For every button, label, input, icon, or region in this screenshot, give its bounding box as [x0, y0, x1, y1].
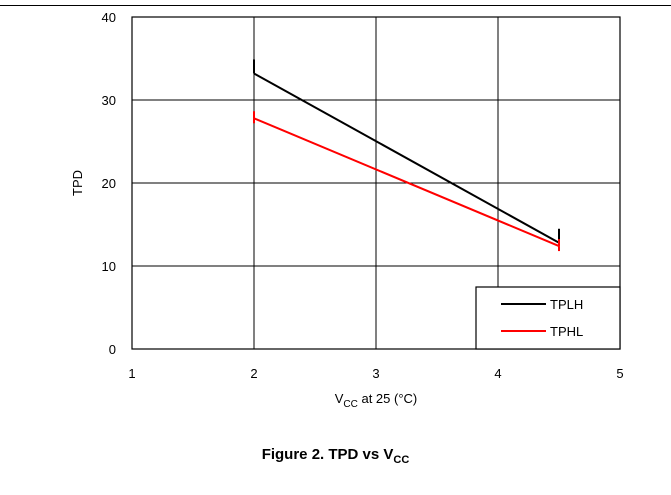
y-tick-label-0: 0	[109, 342, 116, 357]
x-tick-labels: 1 2 3 4 5	[128, 366, 623, 381]
series-group	[253, 59, 560, 252]
figure-caption: Figure 2. TPD vs VCC	[0, 446, 671, 466]
legend: TPLH TPHL	[475, 286, 621, 350]
y-tick-label-3: 30	[102, 93, 116, 108]
y-tick-label-1: 10	[102, 259, 116, 274]
legend-label-tplh: TPLH	[550, 297, 583, 312]
y-tick-label-2: 20	[102, 176, 116, 191]
x-axis-label-rest: at 25 (°C)	[358, 391, 417, 406]
x-tick-label-3: 4	[494, 366, 501, 381]
x-tick-label-2: 3	[372, 366, 379, 381]
legend-label-tphl: TPHL	[550, 324, 583, 339]
plot-area	[131, 16, 621, 350]
x-axis-label-sub: CC	[343, 399, 357, 410]
x-tick-label-1: 2	[250, 366, 257, 381]
x-tick-label-0: 1	[128, 366, 135, 381]
caption-sub: CC	[393, 454, 410, 466]
top-rule	[0, 5, 671, 6]
y-tick-label-4: 40	[102, 10, 116, 25]
x-tick-label-4: 5	[616, 366, 623, 381]
series-line-tphl	[253, 117, 560, 248]
x-axis-label-main: V	[335, 391, 344, 406]
caption-prefix: Figure 2. TPD vs V	[261, 446, 394, 463]
legend-box	[475, 286, 621, 350]
series-line-tplh	[253, 72, 560, 244]
y-axis-label: TPD	[70, 170, 85, 196]
x-axis-label: VCC at 25 (°C)	[335, 391, 418, 410]
y-tick-labels: 0 10 20 30 40	[102, 10, 116, 357]
